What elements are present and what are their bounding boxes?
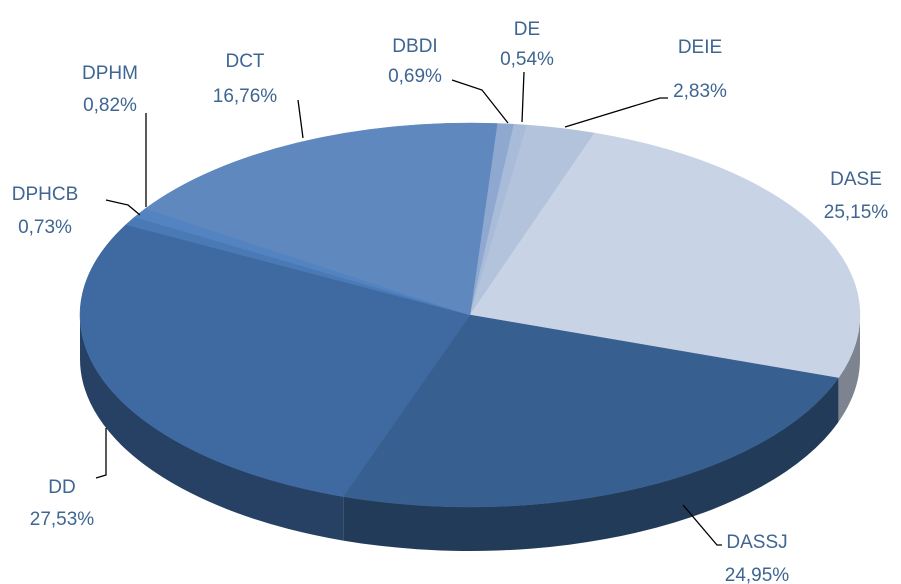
leader-line: [297, 99, 304, 139]
slice: [144, 122, 498, 316]
slice-side: [838, 315, 860, 423]
slice-label-value: 0,54%: [500, 49, 554, 70]
slice-label-name: DASE: [830, 169, 882, 190]
slice: [79, 224, 471, 497]
slice-label-name: DASSJ: [726, 532, 787, 553]
slice-label-value: 0,82%: [83, 95, 137, 116]
slice-label-name: DEIE: [678, 37, 722, 58]
slice-label-name: DPHCB: [12, 184, 79, 205]
slice-label-value: 16,76%: [213, 86, 278, 107]
slice-label-name: DE: [514, 19, 540, 40]
slice-label-value: 0,73%: [18, 217, 72, 238]
leader-line: [451, 79, 509, 124]
slice: [342, 314, 839, 508]
slice-label-value: 2,83%: [673, 81, 727, 102]
leader-line: [95, 428, 107, 479]
leader-line: [682, 504, 722, 546]
leader-line: [564, 97, 668, 128]
slice-label-name: DCT: [225, 51, 264, 72]
slice-side: [80, 315, 344, 541]
leader-line: [105, 199, 141, 216]
leader-line: [521, 71, 525, 123]
slice-label-name: DPHM: [82, 63, 138, 84]
slice-label-value: 0,69%: [388, 66, 442, 87]
slice-label-name: DBDI: [392, 36, 437, 57]
slice-side: [343, 378, 839, 551]
slice-label-value: 27,53%: [30, 509, 95, 530]
slice-label-value: 24,95%: [725, 565, 790, 584]
slice-label-value: 25,15%: [824, 202, 889, 223]
slice-label-name: DD: [48, 477, 75, 498]
slice: [469, 132, 861, 379]
